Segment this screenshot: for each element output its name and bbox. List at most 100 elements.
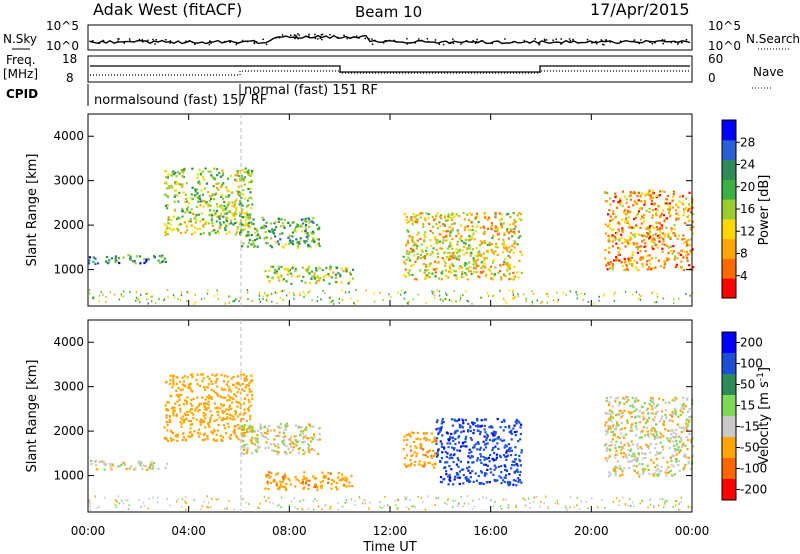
near-range-scatter <box>147 507 149 510</box>
echo-cell-2 <box>281 222 284 225</box>
echo-cell-1 <box>250 390 253 393</box>
echo-cell-5 <box>688 264 691 267</box>
echo-cell-2 <box>250 452 253 455</box>
echo-cell-6 <box>623 398 626 401</box>
echo-cell-0 <box>160 255 163 258</box>
echo-cell-3 <box>281 485 285 488</box>
echo-cell-5 <box>654 233 657 236</box>
echo-cell-6 <box>652 418 655 421</box>
echo-cell-1 <box>182 175 185 178</box>
echo-cell-6 <box>605 442 608 445</box>
echo-cell-4 <box>485 250 489 253</box>
near-range-scatter <box>569 495 572 498</box>
echo-cell-6 <box>658 472 661 475</box>
echo-cell-4 <box>517 230 520 233</box>
echo-cell-4 <box>433 268 436 271</box>
echo-cell-4 <box>503 247 506 250</box>
echo-cell-2 <box>308 218 311 221</box>
echo-cell-1 <box>240 176 244 179</box>
echo-cell-1 <box>243 397 246 400</box>
echo-cell-4 <box>498 219 501 222</box>
echo-cell-3 <box>317 266 320 269</box>
echo-cell-5 <box>668 202 671 205</box>
echo-cell-3 <box>314 483 317 486</box>
echo-cell-4 <box>446 219 449 222</box>
near-range-scatter <box>417 495 419 498</box>
echo-cell-6 <box>611 426 614 429</box>
near-range-scatter <box>593 302 595 305</box>
search-noise-dot <box>475 41 478 43</box>
echo-cell-5 <box>450 432 453 435</box>
echo-cell-2 <box>291 441 294 445</box>
near-range-scatter <box>154 302 157 305</box>
echo-cell-1 <box>221 409 224 412</box>
echo-cell-6 <box>681 404 684 407</box>
echo-cell-6 <box>690 468 693 471</box>
echo-cell-6 <box>655 433 659 436</box>
echo-cell-4 <box>520 218 523 222</box>
echo-cell-1 <box>236 382 239 385</box>
echo-cell-4 <box>428 449 431 452</box>
echo-cell-5 <box>632 217 636 221</box>
echo-cell-3 <box>268 280 271 283</box>
echo-cell-5 <box>519 459 522 463</box>
near-range-scatter <box>350 498 353 501</box>
near-range-scatter <box>485 497 488 499</box>
near-range-scatter <box>354 499 356 502</box>
echo-cell-1 <box>195 213 198 217</box>
echo-cell-0 <box>149 463 152 466</box>
echo-cell-6 <box>659 436 662 439</box>
echo-cell-1 <box>208 214 211 217</box>
echo-cell-0 <box>139 262 142 265</box>
near-range-scatter <box>565 293 567 296</box>
echo-cell-5 <box>446 475 450 478</box>
echo-cell-5 <box>484 431 487 434</box>
echo-cell-5 <box>686 259 689 262</box>
echo-cell-3 <box>316 280 319 283</box>
echo-cell-5 <box>482 482 485 486</box>
echo-cell-5 <box>469 437 472 440</box>
echo-cell-3 <box>279 480 282 483</box>
echo-cell-5 <box>643 203 646 206</box>
echo-cell-2 <box>291 449 294 452</box>
echo-cell-4 <box>498 212 501 215</box>
echo-cell-2 <box>254 437 257 440</box>
echo-cell-2 <box>257 429 260 432</box>
echo-cell-6 <box>637 452 640 455</box>
search-noise-dot <box>661 39 664 41</box>
echo-cell-0 <box>166 462 169 465</box>
near-range-scatter <box>635 291 638 294</box>
echo-cell-5 <box>647 192 650 195</box>
echo-cell-4 <box>482 270 485 273</box>
echo-cell-6 <box>619 432 623 435</box>
search-noise-dot <box>253 42 256 45</box>
echo-cell-1 <box>220 212 223 215</box>
y-tick-label: 4000 <box>53 335 84 349</box>
colorbar-swatch <box>722 258 736 279</box>
echo-cell-0 <box>92 260 95 263</box>
near-range-scatter <box>118 502 120 505</box>
echo-cell-3 <box>270 265 273 268</box>
near-range-scatter <box>208 501 210 504</box>
echo-cell-6 <box>643 417 646 420</box>
echo-cell-1 <box>226 416 229 419</box>
echo-cell-4 <box>494 211 497 215</box>
echo-cell-6 <box>632 452 635 455</box>
echo-cell-5 <box>622 269 626 272</box>
echo-cell-6 <box>682 442 685 445</box>
echo-cell-5 <box>488 460 491 463</box>
echo-cell-5 <box>677 213 680 216</box>
echo-cell-5 <box>663 190 666 194</box>
echo-cell-4 <box>450 223 454 226</box>
echo-cell-3 <box>302 487 305 490</box>
echo-cell-2 <box>318 432 321 436</box>
echo-cell-5 <box>464 418 467 422</box>
echo-cell-4 <box>474 217 477 221</box>
echo-cell-6 <box>677 446 680 449</box>
echo-cell-3 <box>335 486 338 489</box>
echo-cell-1 <box>237 185 240 188</box>
echo-cell-5 <box>684 208 687 211</box>
echo-cell-5 <box>441 434 444 437</box>
echo-cell-1 <box>198 404 201 407</box>
echo-cell-5 <box>621 190 624 193</box>
